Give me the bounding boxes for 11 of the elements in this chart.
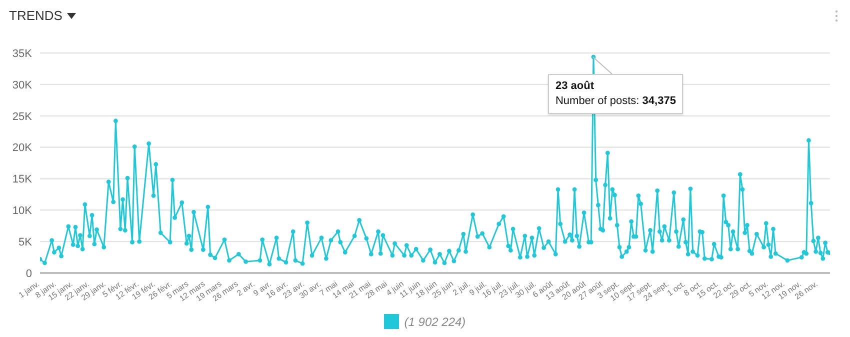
y-tick-label: 25K: [12, 110, 33, 123]
y-tick-label: 35K: [12, 48, 33, 60]
y-tick-label: 0: [26, 268, 32, 280]
chart-title: TRENDS: [9, 8, 62, 23]
text: (1 902 224): [404, 314, 466, 328]
y-tick-label: 5K: [18, 236, 33, 248]
annotation: 23 août Number of posts: 34,375: [555, 78, 676, 109]
y-tick-label: 30K: [12, 79, 33, 92]
y-tick-label: 15K: [12, 174, 33, 186]
y-tick-label: 20K: [12, 142, 33, 154]
y-tick-label: 10K: [12, 205, 33, 218]
